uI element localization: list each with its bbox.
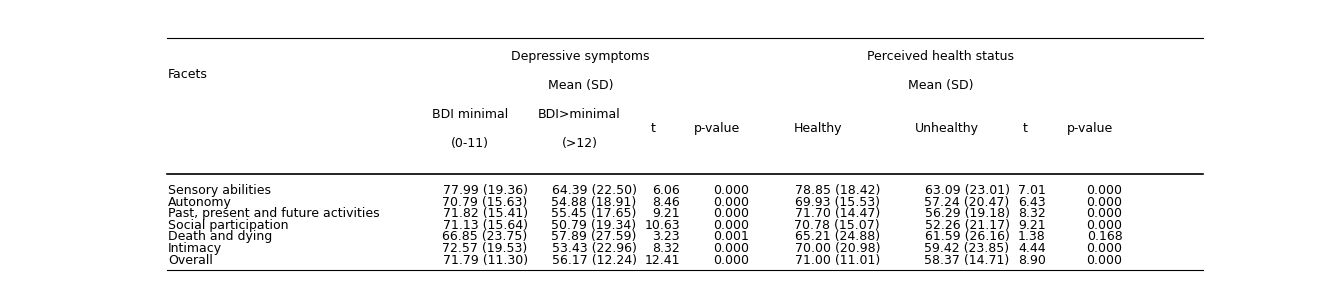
Text: 52.26 (21.17): 52.26 (21.17) (924, 219, 1009, 232)
Text: 66.85 (23.75): 66.85 (23.75) (443, 230, 528, 243)
Text: 78.85 (18.42): 78.85 (18.42) (794, 184, 880, 197)
Text: 71.82 (15.41): 71.82 (15.41) (443, 207, 528, 220)
Text: BDI minimal: BDI minimal (432, 108, 508, 120)
Text: 0.000: 0.000 (1087, 242, 1123, 255)
Text: 53.43 (22.96): 53.43 (22.96) (552, 242, 636, 255)
Text: 10.63: 10.63 (644, 219, 681, 232)
Text: 71.70 (14.47): 71.70 (14.47) (794, 207, 880, 220)
Text: 0.000: 0.000 (1087, 207, 1123, 220)
Text: 9.21: 9.21 (1019, 219, 1046, 232)
Text: 7.01: 7.01 (1017, 184, 1046, 197)
Text: Mean (SD): Mean (SD) (548, 79, 614, 92)
Text: 56.17 (12.24): 56.17 (12.24) (551, 254, 636, 267)
Text: Sensory abilities: Sensory abilities (168, 184, 271, 197)
Text: 70.78 (15.07): 70.78 (15.07) (794, 219, 880, 232)
Text: Social participation: Social participation (168, 219, 289, 232)
Text: p-value: p-value (1067, 122, 1114, 135)
Text: t: t (651, 122, 655, 135)
Text: t: t (1023, 122, 1028, 135)
Text: 56.29 (19.18): 56.29 (19.18) (924, 207, 1009, 220)
Text: 71.00 (11.01): 71.00 (11.01) (794, 254, 880, 267)
Text: 8.32: 8.32 (652, 242, 681, 255)
Text: 8.90: 8.90 (1017, 254, 1046, 267)
Text: Depressive symptoms: Depressive symptoms (511, 50, 650, 63)
Text: Mean (SD): Mean (SD) (908, 79, 973, 92)
Text: 0.000: 0.000 (714, 254, 750, 267)
Text: Intimacy: Intimacy (168, 242, 222, 255)
Text: BDI>minimal: BDI>minimal (539, 108, 620, 120)
Text: 65.21 (24.88): 65.21 (24.88) (796, 230, 880, 243)
Text: (0-11): (0-11) (451, 137, 489, 150)
Text: 0.001: 0.001 (714, 230, 750, 243)
Text: Past, present and future activities: Past, present and future activities (168, 207, 380, 220)
Text: Overall: Overall (168, 254, 213, 267)
Text: 0.000: 0.000 (1087, 184, 1123, 197)
Text: Unhealthy: Unhealthy (916, 122, 980, 135)
Text: Death and dying: Death and dying (168, 230, 273, 243)
Text: 0.168: 0.168 (1087, 230, 1123, 243)
Text: 63.09 (23.01): 63.09 (23.01) (924, 184, 1009, 197)
Text: (>12): (>12) (562, 137, 598, 150)
Text: 64.39 (22.50): 64.39 (22.50) (551, 184, 636, 197)
Text: 59.42 (23.85): 59.42 (23.85) (924, 242, 1009, 255)
Text: 50.79 (19.34): 50.79 (19.34) (551, 219, 636, 232)
Text: Autonomy: Autonomy (168, 196, 233, 209)
Text: 3.23: 3.23 (652, 230, 681, 243)
Text: 0.000: 0.000 (1087, 196, 1123, 209)
Text: 61.59 (26.16): 61.59 (26.16) (925, 230, 1009, 243)
Text: 9.21: 9.21 (652, 207, 681, 220)
Text: 8.32: 8.32 (1017, 207, 1046, 220)
Text: 1.38: 1.38 (1017, 230, 1046, 243)
Text: 0.000: 0.000 (714, 219, 750, 232)
Text: 8.46: 8.46 (652, 196, 681, 209)
Text: 57.24 (20.47): 57.24 (20.47) (924, 196, 1009, 209)
Text: 57.89 (27.59): 57.89 (27.59) (551, 230, 636, 243)
Text: 12.41: 12.41 (644, 254, 681, 267)
Text: 0.000: 0.000 (1087, 219, 1123, 232)
Text: 0.000: 0.000 (714, 196, 750, 209)
Text: 58.37 (14.71): 58.37 (14.71) (924, 254, 1009, 267)
Text: 6.43: 6.43 (1019, 196, 1046, 209)
Text: 72.57 (19.53): 72.57 (19.53) (443, 242, 528, 255)
Text: Healthy: Healthy (794, 122, 842, 135)
Text: 6.06: 6.06 (652, 184, 681, 197)
Text: 0.000: 0.000 (714, 207, 750, 220)
Text: 71.79 (11.30): 71.79 (11.30) (443, 254, 528, 267)
Text: 55.45 (17.65): 55.45 (17.65) (551, 207, 636, 220)
Text: 70.79 (15.63): 70.79 (15.63) (443, 196, 528, 209)
Text: Facets: Facets (168, 68, 209, 81)
Text: Perceived health status: Perceived health status (868, 50, 1015, 63)
Text: p-value: p-value (694, 122, 741, 135)
Text: 0.000: 0.000 (714, 242, 750, 255)
Text: 54.88 (18.91): 54.88 (18.91) (551, 196, 636, 209)
Text: 4.44: 4.44 (1019, 242, 1046, 255)
Text: 71.13 (15.64): 71.13 (15.64) (443, 219, 528, 232)
Text: 69.93 (15.53): 69.93 (15.53) (796, 196, 880, 209)
Text: 77.99 (19.36): 77.99 (19.36) (443, 184, 528, 197)
Text: 70.00 (20.98): 70.00 (20.98) (794, 242, 880, 255)
Text: 0.000: 0.000 (714, 184, 750, 197)
Text: 0.000: 0.000 (1087, 254, 1123, 267)
